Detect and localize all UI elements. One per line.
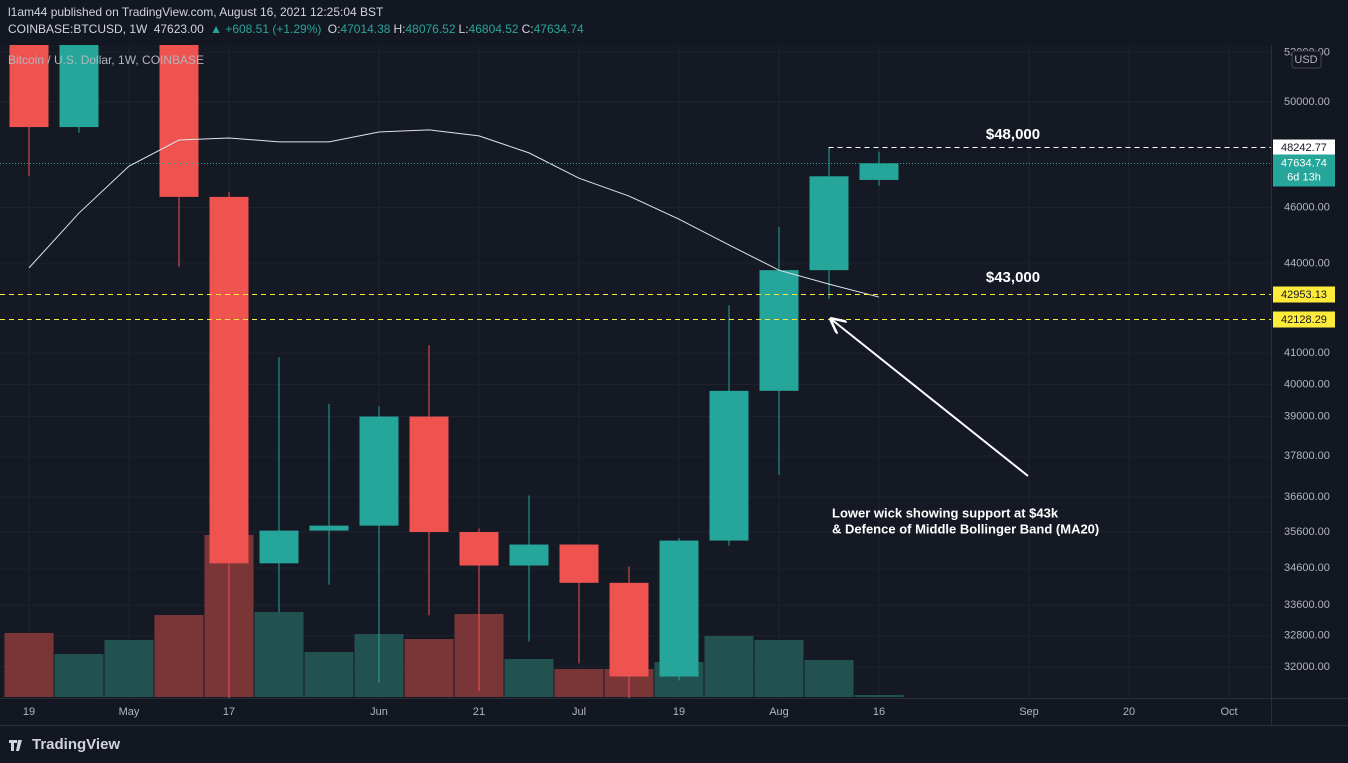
candle-body (159, 45, 199, 197)
x-tick-label: May (119, 706, 140, 718)
ma20-line (28, 129, 880, 298)
y-tick-label: 34600.00 (1284, 562, 1330, 574)
countdown: 6d 13h (1287, 171, 1321, 183)
volume-bar (754, 640, 804, 697)
candle-body (59, 45, 99, 128)
y-tick-label: 41000.00 (1284, 347, 1330, 359)
volume-bar (504, 659, 554, 697)
y-tick-label: 46000.00 (1284, 201, 1330, 213)
candle-body (709, 390, 749, 541)
ohlc-key: O: (327, 22, 341, 36)
x-tick-label: Aug (769, 706, 789, 718)
last: 47623.00 (153, 22, 204, 36)
price-label: 42953.13 (1281, 289, 1327, 301)
ohlc-key: C: (521, 22, 534, 36)
volume-bar (54, 654, 104, 697)
annotation: $48,000 (986, 126, 1040, 143)
change: ▲ +608.51 (+1.29%) (210, 22, 322, 36)
x-tick-label: 19 (23, 706, 35, 718)
volume-bar (304, 652, 354, 697)
logo-icon (9, 740, 22, 751)
symbol: COINBASE:BTCUSD, 1W (8, 22, 148, 36)
y-tick-label: 44000.00 (1284, 258, 1330, 270)
volume-bar (704, 636, 754, 697)
y-tick-label: 35600.00 (1284, 526, 1330, 538)
ohlc: O:47014.38 H:48076.52 L:46804.52 C:47634.74 (328, 22, 587, 36)
candle-body (809, 176, 849, 271)
candle-body (409, 416, 449, 533)
x-tick-label: 20 (1123, 706, 1135, 718)
legend-vol: Vol (14, 87, 31, 101)
ohlc-value: 47634.74 (533, 22, 584, 36)
volume-bar (104, 640, 154, 697)
candle-body (859, 163, 899, 180)
price-label: 42128.29 (1281, 314, 1327, 326)
annotation: Lower wick showing support at $43k (832, 505, 1059, 520)
candle-body (659, 540, 699, 677)
candle-body (559, 544, 599, 583)
ohlc-value: 48076.52 (405, 22, 456, 36)
ohlc-key: L: (458, 22, 469, 36)
x-tick-label: Sep (1019, 706, 1039, 718)
ohlc-key: H: (393, 22, 406, 36)
last-price-bg (1273, 154, 1335, 187)
currency: USD (1294, 54, 1317, 66)
ohlc-value: 47014.38 (340, 22, 391, 36)
y-tick-label: 36600.00 (1284, 491, 1330, 503)
quote-line: COINBASE:BTCUSD, 1W 47623.00 ▲ +608.51 (… (8, 21, 590, 38)
volume-bar (554, 669, 604, 697)
candle-body (259, 530, 299, 564)
candle-body (209, 196, 249, 564)
y-tick-label: 37800.00 (1284, 450, 1330, 462)
price-label-bg (1273, 311, 1335, 328)
y-tick-label: 32800.00 (1284, 630, 1330, 642)
candle-body (309, 525, 349, 531)
y-tick-label: 33600.00 (1284, 599, 1330, 611)
volume-bar (854, 695, 904, 697)
header: l1am44 published on TradingView.com, Aug… (8, 4, 590, 38)
arrow (831, 319, 1029, 477)
x-tick-label: 17 (223, 706, 235, 718)
candle-body (609, 582, 649, 677)
volume-bar (4, 633, 54, 697)
last-price: 47634.74 (1281, 157, 1327, 169)
x-tick-label: Oct (1220, 706, 1237, 718)
annotation: & Defence of Middle Bollinger Band (MA20… (832, 521, 1099, 536)
published: l1am44 published on TradingView.com, Aug… (8, 5, 384, 19)
volume-bar (154, 615, 204, 697)
legend-bb: BB (14, 70, 30, 84)
ohlc-value: 46804.52 (468, 22, 519, 36)
x-tick-label: Jul (572, 706, 586, 718)
x-tick-label: 21 (473, 706, 485, 718)
volume-bar (254, 612, 304, 697)
brand: TradingView (32, 736, 120, 753)
candle-body (509, 544, 549, 566)
candle-body (459, 532, 499, 566)
y-tick-label: 50000.00 (1284, 96, 1330, 108)
candle-body (9, 45, 49, 128)
candle-body (359, 416, 399, 526)
y-tick-label: 32000.00 (1284, 661, 1330, 673)
price-label-bg (1273, 139, 1335, 156)
price-label-bg (1273, 286, 1335, 303)
volume-bar (804, 660, 854, 697)
x-tick-label: Jun (370, 706, 388, 718)
x-tick-label: 16 (873, 706, 885, 718)
currency-badge[interactable] (1291, 50, 1322, 69)
candle-body (759, 270, 799, 391)
volume-bar (404, 639, 454, 697)
legend-title: Bitcoin / U.S. Dollar, 1W, COINBASE (8, 53, 204, 67)
price-label: 48242.77 (1281, 142, 1327, 154)
annotation: $43,000 (986, 269, 1040, 286)
y-tick-label: 39000.00 (1284, 410, 1330, 422)
x-tick-label: 19 (673, 706, 685, 718)
y-tick-label: 40000.00 (1284, 378, 1330, 390)
